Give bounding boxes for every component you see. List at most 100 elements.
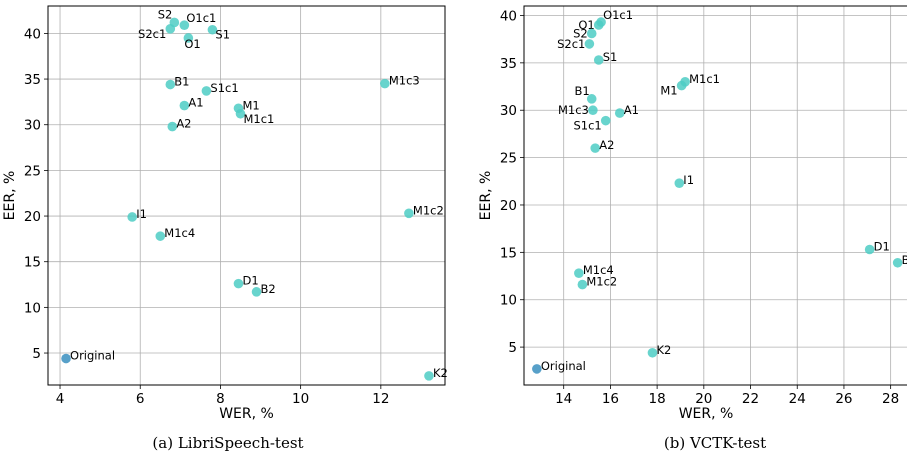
chart-caption: (b) VCTK-test [664, 434, 766, 452]
data-point [165, 79, 176, 90]
data-point-label: M1c1 [243, 112, 274, 126]
data-point-label: O1 [578, 18, 594, 32]
data-point [201, 86, 212, 96]
data-point-label: S2c1 [557, 37, 585, 51]
data-point-label: M1c4 [164, 226, 195, 240]
data-point-label: D1 [242, 274, 258, 288]
data-point [614, 108, 625, 118]
y-tick-label: 30 [24, 118, 41, 134]
data-point [251, 287, 262, 297]
data-point-label: A1 [188, 96, 203, 110]
x-tick-label: 6 [136, 391, 145, 407]
y-tick-label: 20 [24, 209, 41, 225]
data-point [532, 364, 542, 374]
data-point [590, 143, 601, 153]
y-tick-label: 40 [24, 26, 41, 42]
plot-frame [47, 5, 446, 386]
x-tick-label: 26 [835, 391, 852, 407]
data-point [404, 208, 414, 219]
data-point-label: M1c1 [689, 72, 720, 86]
data-point-label: S1c1 [573, 119, 601, 133]
data-point [233, 278, 244, 289]
data-point-label: A2 [176, 117, 191, 131]
data-point-label: I1 [683, 173, 694, 187]
y-tick-label: 35 [500, 56, 517, 72]
data-point-label: Original [541, 359, 586, 373]
x-tick-label: 22 [742, 391, 759, 407]
data-point [593, 55, 604, 65]
y-tick-label: 25 [24, 163, 41, 179]
x-tick-label: 8 [216, 391, 225, 407]
data-point-label: B2 [261, 282, 276, 296]
x-tick-label: 10 [292, 391, 309, 407]
data-point-label: B [902, 253, 907, 267]
y-tick-label: 35 [24, 72, 41, 88]
data-point-label: O1c1 [186, 11, 216, 25]
chart-caption: (a) LibriSpeech-test [152, 434, 303, 452]
data-point [586, 28, 597, 39]
data-point [892, 257, 903, 268]
data-point-label: K2 [433, 366, 448, 380]
data-point [584, 39, 595, 49]
y-tick-label: 15 [500, 245, 517, 261]
data-point-label: M1c3 [558, 103, 589, 117]
data-point [380, 78, 390, 89]
data-point-label: M1 [660, 84, 677, 98]
data-point-label: K2 [656, 343, 671, 357]
data-point-label: S2 [158, 7, 173, 21]
data-point-label: S2c1 [138, 27, 166, 41]
y-tick-label: 40 [500, 8, 517, 24]
chart-vctk: 14 16 18 20 22 24 26 28 5 10 15 20 25 30 35 40 WER, % EER… [478, 5, 907, 452]
data-point-label: M1c2 [413, 203, 444, 217]
data-point [574, 268, 584, 278]
data-point-label: S1 [215, 28, 230, 42]
data-point-label: S2 [573, 26, 588, 40]
data-point [647, 347, 658, 358]
y-tick-label: 5 [508, 340, 517, 356]
data-point-label: S1c1 [210, 81, 238, 95]
data-point-label: I1 [136, 207, 147, 221]
y-tick-label: 10 [24, 300, 41, 316]
data-point [235, 108, 246, 119]
data-point [577, 279, 588, 290]
data-point [165, 24, 176, 34]
data-point [424, 371, 434, 381]
x-tick-label: 24 [789, 391, 806, 407]
data-point [179, 20, 190, 30]
data-point [600, 115, 611, 126]
data-point [586, 94, 597, 104]
chart-librispeech: 4 6 8 10 12 5 10 15 20 25 30 35 40 WER, % EER, % (a) Li… [2, 5, 448, 452]
x-tick-label: 18 [649, 391, 666, 407]
data-point-label: D1 [874, 240, 890, 254]
data-point [179, 100, 190, 111]
y-tick-label: 20 [500, 198, 517, 214]
data-point-label: B1 [575, 84, 590, 98]
y-tick-label: 15 [24, 255, 41, 271]
data-point [588, 105, 598, 116]
data-point [674, 178, 685, 188]
data-point-label: B1 [174, 75, 189, 89]
x-tick-label: 28 [882, 391, 899, 407]
y-tick-label: 10 [500, 293, 517, 309]
data-point [167, 121, 178, 132]
data-point [183, 33, 194, 43]
data-point-label: M1c2 [586, 275, 617, 289]
x-tick-label: 12 [372, 391, 389, 407]
y-tick-label: 30 [500, 103, 517, 119]
data-point [207, 24, 218, 35]
data-point [864, 244, 875, 255]
data-point-label: Original [70, 349, 115, 363]
x-tick-label: 20 [695, 391, 712, 407]
y-axis-title: EER, % [2, 171, 18, 221]
data-point-label: M1 [242, 98, 259, 112]
y-tick-label: 5 [32, 346, 41, 362]
x-axis-title: WER, % [219, 406, 274, 422]
data-point-label: S1 [603, 50, 618, 64]
data-point [676, 80, 687, 91]
x-axis-title: WER, % [679, 406, 734, 422]
y-tick-label: 25 [500, 151, 517, 167]
data-point [593, 20, 604, 30]
data-point [127, 212, 138, 222]
data-point-label: O1 [184, 37, 200, 51]
